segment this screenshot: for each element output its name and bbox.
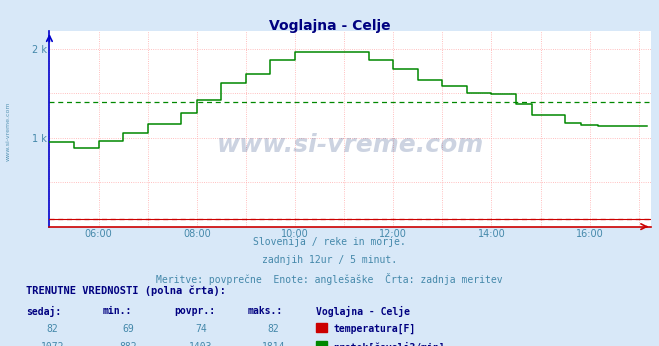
- Text: pretok[čevelj3/min]: pretok[čevelj3/min]: [333, 342, 445, 346]
- Text: povpr.:: povpr.:: [175, 306, 215, 316]
- Text: 69: 69: [123, 324, 134, 334]
- Text: www.si-vreme.com: www.si-vreme.com: [217, 133, 484, 156]
- Text: sedaj:: sedaj:: [26, 306, 61, 317]
- Text: 1072: 1072: [41, 342, 65, 346]
- Text: 1814: 1814: [262, 342, 285, 346]
- Text: 1403: 1403: [189, 342, 213, 346]
- Text: Voglajna - Celje: Voglajna - Celje: [269, 19, 390, 33]
- Text: temperatura[F]: temperatura[F]: [333, 324, 416, 334]
- Text: 74: 74: [195, 324, 207, 334]
- Text: zadnjih 12ur / 5 minut.: zadnjih 12ur / 5 minut.: [262, 255, 397, 265]
- Text: www.si-vreme.com: www.si-vreme.com: [5, 102, 11, 161]
- Text: min.:: min.:: [102, 306, 132, 316]
- Text: 882: 882: [120, 342, 137, 346]
- Text: Voglajna - Celje: Voglajna - Celje: [316, 306, 411, 317]
- Text: 82: 82: [268, 324, 279, 334]
- Text: Meritve: povprečne  Enote: anglešaške  Črta: zadnja meritev: Meritve: povprečne Enote: anglešaške Črt…: [156, 273, 503, 285]
- Text: TRENUTNE VREDNOSTI (polna črta):: TRENUTNE VREDNOSTI (polna črta):: [26, 285, 226, 296]
- Text: maks.:: maks.:: [247, 306, 282, 316]
- Text: 82: 82: [47, 324, 59, 334]
- Text: Slovenija / reke in morje.: Slovenija / reke in morje.: [253, 237, 406, 247]
